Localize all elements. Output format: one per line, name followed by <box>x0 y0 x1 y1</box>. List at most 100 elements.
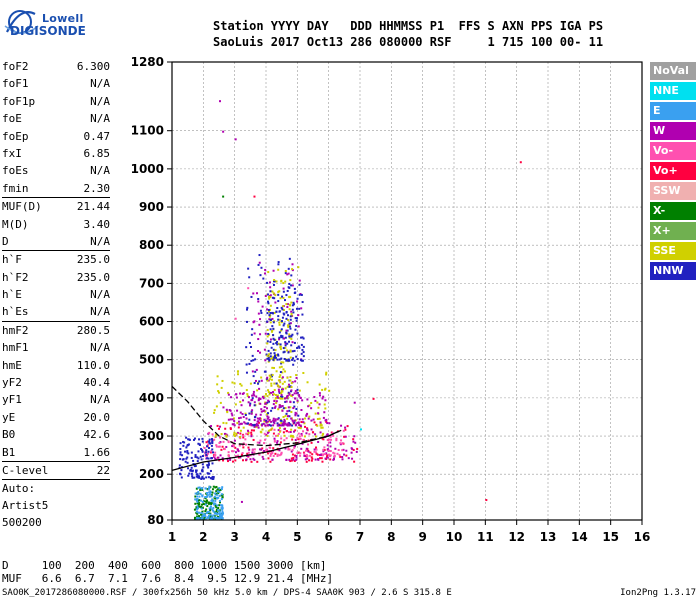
echo-point <box>197 486 200 489</box>
echo-point <box>300 432 303 435</box>
echo-point <box>201 515 204 518</box>
echo-point <box>211 462 214 465</box>
echo-point <box>278 427 281 430</box>
echo-point <box>283 350 286 353</box>
echo-point <box>275 370 278 373</box>
echo-point <box>309 451 312 454</box>
echo-point <box>296 300 299 303</box>
echo-point <box>308 459 311 462</box>
echo-point <box>284 346 287 349</box>
echo-point <box>275 354 278 357</box>
param-name: B0 <box>2 428 16 442</box>
echo-point <box>281 335 284 338</box>
echo-point <box>270 375 273 378</box>
echo-point <box>238 444 241 447</box>
echo-point <box>214 435 217 438</box>
echo-point <box>191 470 194 473</box>
echo-point <box>292 430 295 433</box>
echo-point <box>341 449 344 452</box>
echo-point <box>272 337 275 340</box>
echo-point <box>260 311 263 314</box>
echo-point <box>221 496 224 499</box>
echo-point <box>268 297 271 300</box>
param-row: D N/A <box>2 233 110 250</box>
echo-point <box>343 453 346 456</box>
echo-point <box>267 379 270 382</box>
echo-point <box>282 287 285 290</box>
echo-point <box>212 514 215 517</box>
param-name: D <box>2 234 9 248</box>
echo-point <box>301 418 304 421</box>
echo-point <box>261 455 264 458</box>
echo-point <box>269 290 272 293</box>
echo-point <box>219 425 222 428</box>
echo-point <box>273 297 276 300</box>
echo-point <box>269 296 272 299</box>
echo-point <box>221 457 224 460</box>
echo-point <box>295 319 298 322</box>
echo-point <box>283 322 286 325</box>
echo-point <box>267 452 270 455</box>
echo-point <box>218 442 221 445</box>
echo-point <box>275 382 278 385</box>
param-name: B1 <box>2 445 16 459</box>
echo-point <box>320 424 323 427</box>
echo-point <box>229 427 232 430</box>
echo-point <box>202 500 205 503</box>
echo-point <box>221 508 224 511</box>
echo-point <box>284 344 287 347</box>
param-separator <box>2 460 110 462</box>
echo-point <box>220 514 223 517</box>
echo-point <box>302 439 305 442</box>
echo-point <box>209 509 212 512</box>
echo-point <box>289 304 292 307</box>
echo-point <box>283 418 286 421</box>
echo-point <box>285 437 288 440</box>
echo-point <box>238 417 241 420</box>
echo-point <box>314 451 317 454</box>
echo-point <box>219 401 222 404</box>
echo-point <box>266 357 269 360</box>
echo-point <box>218 490 221 493</box>
echo-point <box>298 293 301 296</box>
echo-point <box>258 453 261 456</box>
echo-point <box>237 420 240 423</box>
echo-point <box>251 328 254 331</box>
echo-point <box>252 429 255 432</box>
param-value: N/A <box>90 164 110 178</box>
echo-point <box>287 325 290 328</box>
echo-point <box>261 305 264 308</box>
echo-point <box>297 421 300 424</box>
param-row: hmF1 N/A <box>2 339 110 356</box>
echo-point <box>322 448 325 451</box>
param-value: 6.85 <box>83 146 111 160</box>
echo-point <box>195 487 198 490</box>
echo-point <box>212 485 215 488</box>
echo-point <box>256 441 259 444</box>
echo-point <box>198 438 201 441</box>
echo-point <box>200 469 203 472</box>
echo-point <box>295 407 298 410</box>
polarization-legend: NoVal NNE E W Vo- Vo+ SSW X- X+ SSE NNW <box>650 62 696 282</box>
echo-point <box>314 433 317 436</box>
echo-point <box>263 395 266 398</box>
echo-point <box>214 454 217 457</box>
echo-point <box>250 345 253 348</box>
echo-point <box>259 413 262 416</box>
echo-point <box>279 419 282 422</box>
echo-point <box>207 488 210 491</box>
echo-point <box>352 440 355 443</box>
echo-point <box>193 438 196 441</box>
echo-point <box>245 458 248 461</box>
echo-point <box>284 342 287 345</box>
echo-point <box>274 349 277 352</box>
echo-point <box>298 418 301 421</box>
echo-point <box>219 100 221 103</box>
echo-point <box>288 322 291 325</box>
echo-point <box>207 476 210 479</box>
logo-line1: Lowell <box>42 12 84 25</box>
echo-point <box>280 424 283 427</box>
plot-frame <box>171 61 643 521</box>
echo-point <box>302 345 305 348</box>
echo-point <box>310 459 313 462</box>
